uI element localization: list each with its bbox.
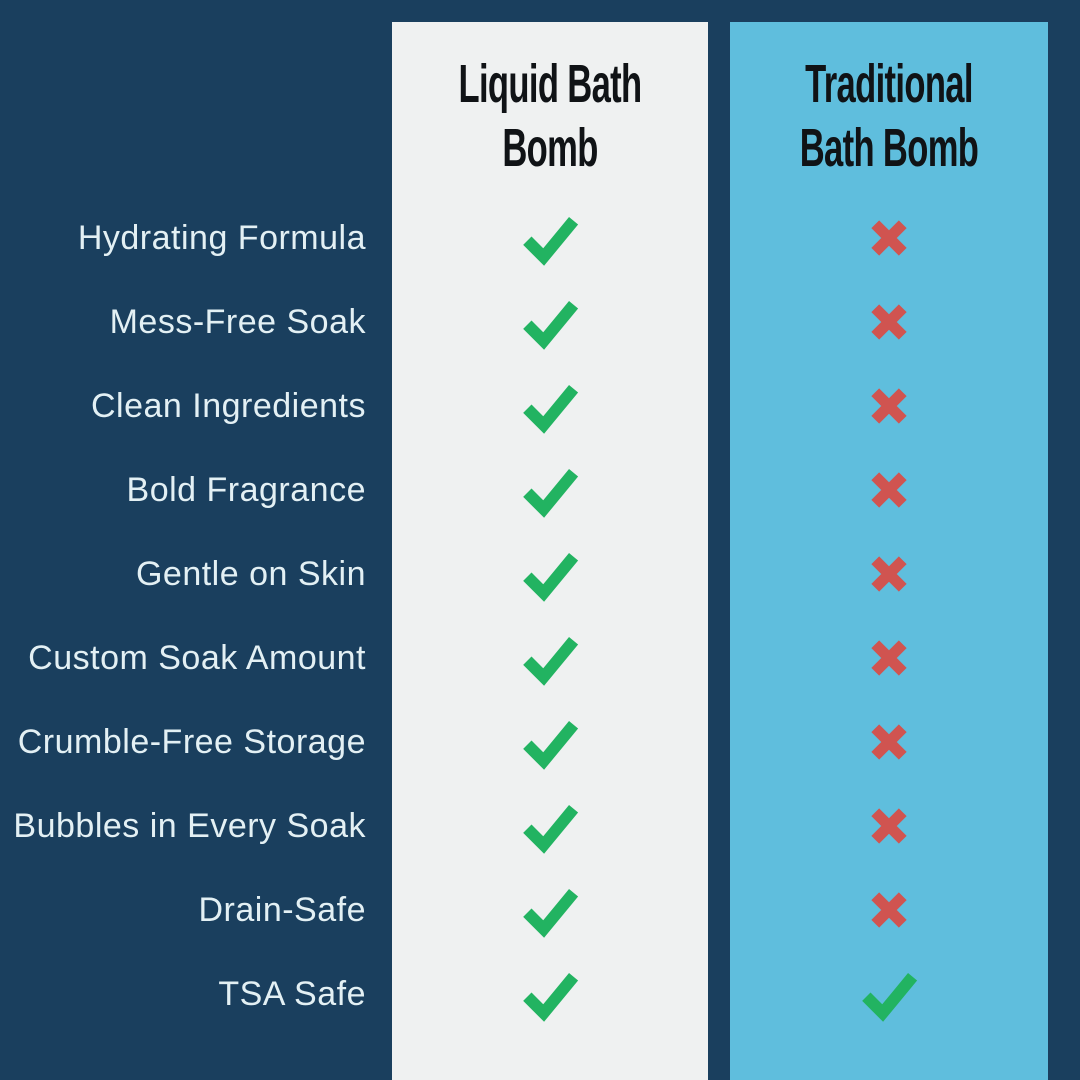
traditional-mark-cell <box>730 616 1048 700</box>
cross-icon <box>867 804 911 848</box>
traditional-column-header: Traditional Bath Bomb <box>787 52 991 180</box>
table-row: Gentle on Skin <box>0 532 1080 616</box>
traditional-mark-cell <box>730 280 1048 364</box>
liquid-header-line-1: Liquid Bath <box>458 54 642 114</box>
cross-icon <box>867 216 911 260</box>
check-icon <box>517 965 583 1023</box>
liquid-mark-cell <box>392 280 708 364</box>
traditional-mark-cell <box>730 868 1048 952</box>
traditional-mark-cell <box>730 532 1048 616</box>
traditional-mark-cell <box>730 364 1048 448</box>
feature-label: Custom Soak Amount <box>28 638 366 677</box>
liquid-mark-cell <box>392 784 708 868</box>
check-icon <box>517 293 583 351</box>
check-icon <box>517 797 583 855</box>
traditional-header-line-1: Traditional <box>805 54 973 114</box>
table-row: Clean Ingredients <box>0 364 1080 448</box>
liquid-mark-cell <box>392 448 708 532</box>
check-icon <box>517 881 583 939</box>
traditional-mark-cell <box>730 784 1048 868</box>
check-icon <box>517 377 583 435</box>
feature-label: Drain-Safe <box>198 890 366 929</box>
cross-icon <box>867 300 911 344</box>
table-row: Mess-Free Soak <box>0 280 1080 364</box>
check-icon <box>856 965 922 1023</box>
traditional-header-line-2: Bath Bomb <box>799 118 979 178</box>
liquid-column-header: Liquid Bath Bomb <box>449 52 651 180</box>
feature-label: Clean Ingredients <box>90 386 366 425</box>
cross-icon <box>867 720 911 764</box>
traditional-mark-cell <box>730 448 1048 532</box>
table-row: TSA Safe <box>0 952 1080 1036</box>
traditional-mark-cell <box>730 700 1048 784</box>
feature-label: Gentle on Skin <box>135 554 366 593</box>
feature-rows: Hydrating Formula Mess-Free Soak Clean I… <box>0 196 1080 1036</box>
feature-label: TSA Safe <box>218 974 366 1013</box>
cross-icon <box>867 888 911 932</box>
feature-label: Hydrating Formula <box>77 218 366 257</box>
check-icon <box>517 545 583 603</box>
table-row: Drain-Safe <box>0 868 1080 952</box>
traditional-mark-cell <box>730 952 1048 1036</box>
liquid-header-line-2: Bomb <box>502 118 598 178</box>
liquid-mark-cell <box>392 364 708 448</box>
table-row: Hydrating Formula <box>0 196 1080 280</box>
cross-icon <box>867 552 911 596</box>
table-row: Crumble-Free Storage <box>0 700 1080 784</box>
cross-icon <box>867 384 911 428</box>
traditional-mark-cell <box>730 196 1048 280</box>
liquid-mark-cell <box>392 616 708 700</box>
feature-label: Mess-Free Soak <box>109 302 366 341</box>
table-row: Custom Soak Amount <box>0 616 1080 700</box>
feature-label: Bubbles in Every Soak <box>13 806 366 845</box>
cross-icon <box>867 468 911 512</box>
check-icon <box>517 461 583 519</box>
feature-label: Crumble-Free Storage <box>17 722 366 761</box>
liquid-mark-cell <box>392 700 708 784</box>
liquid-mark-cell <box>392 952 708 1036</box>
liquid-mark-cell <box>392 532 708 616</box>
check-icon <box>517 713 583 771</box>
liquid-mark-cell <box>392 196 708 280</box>
feature-label: Bold Fragrance <box>126 470 366 509</box>
check-icon <box>517 209 583 267</box>
liquid-column-panel: Liquid Bath Bomb <box>392 22 708 1080</box>
liquid-mark-cell <box>392 868 708 952</box>
check-icon <box>517 629 583 687</box>
table-row: Bold Fragrance <box>0 448 1080 532</box>
cross-icon <box>867 636 911 680</box>
table-row: Bubbles in Every Soak <box>0 784 1080 868</box>
